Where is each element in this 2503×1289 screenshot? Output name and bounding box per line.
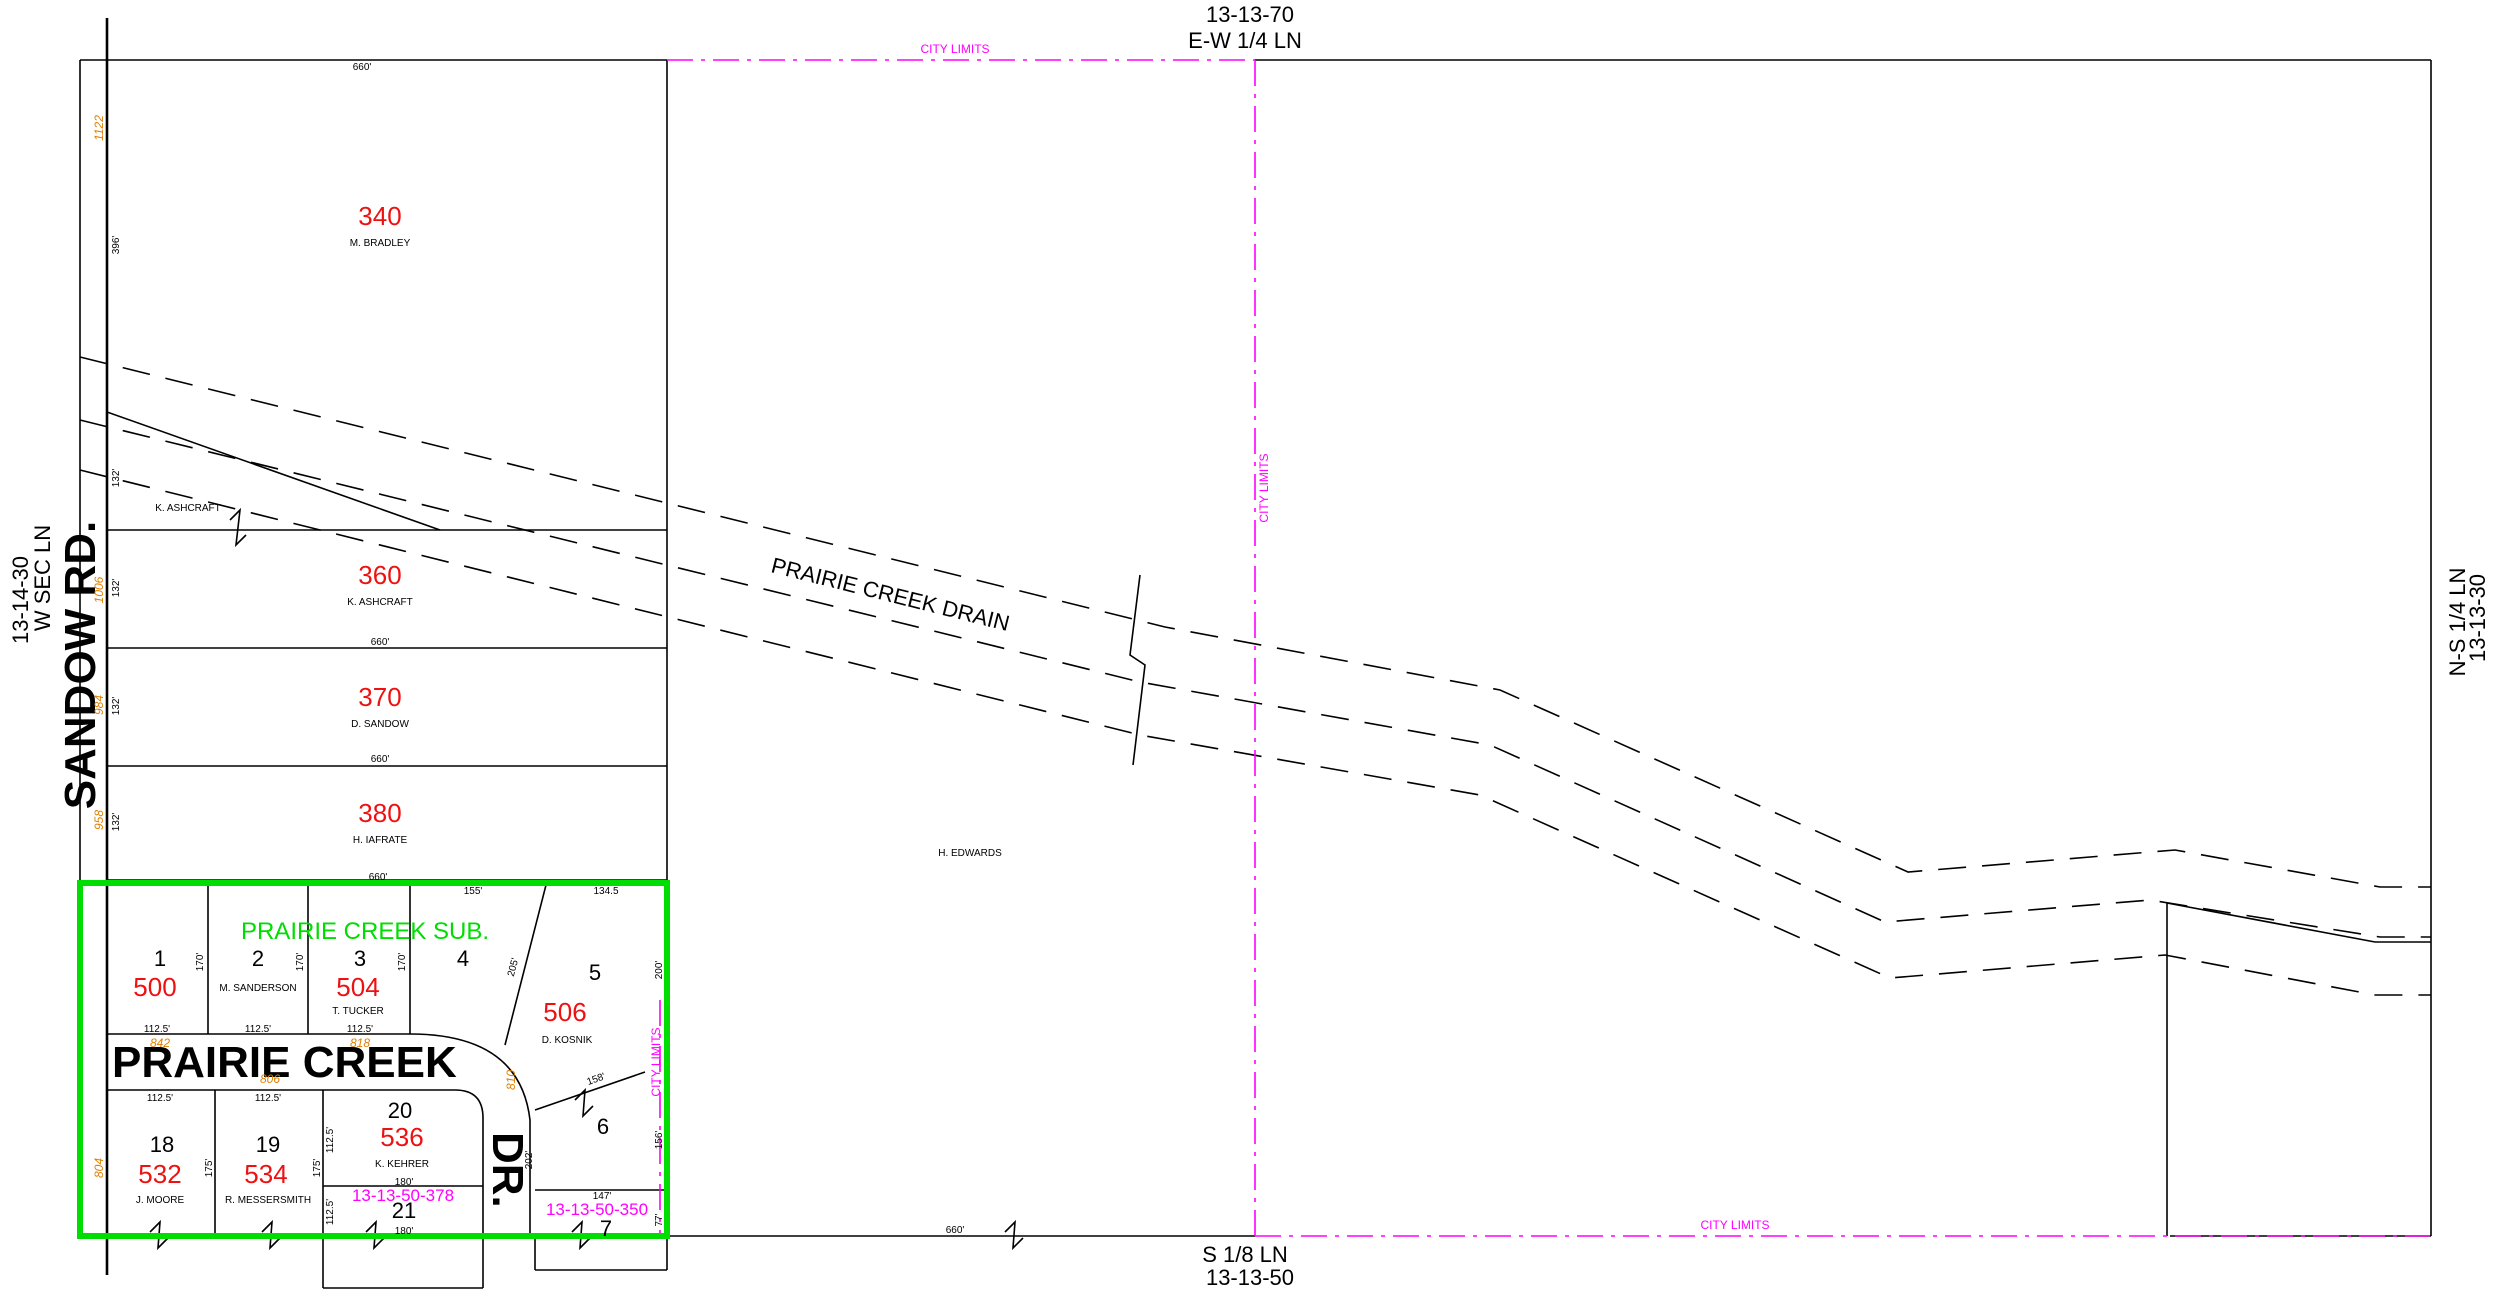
- lot-18: 18: [150, 1132, 174, 1157]
- dim-132-b: 132': [111, 579, 122, 598]
- lot-1: 1: [154, 946, 166, 971]
- parcel-536-number: 536: [380, 1122, 423, 1152]
- addr-806: 806: [260, 1072, 280, 1086]
- addr-818: 818: [350, 1036, 370, 1050]
- parcel-532-owner: J. MOORE: [136, 1195, 185, 1206]
- dim-112-5-f: 112.5': [325, 1127, 336, 1153]
- dim-134-5: 134.5: [593, 886, 618, 897]
- parcel-360-owner: K. ASHCRAFT: [347, 597, 413, 608]
- parcel-500-number: 500: [133, 972, 176, 1002]
- parcel-ashcraft-owner: K. ASHCRAFT: [155, 503, 221, 514]
- dim-147: 147': [593, 1191, 612, 1202]
- right-code: 13-13-30: [2465, 574, 2490, 662]
- dim-660-360: 660': [371, 637, 390, 648]
- parcel-360-number: 360: [358, 560, 401, 590]
- addr-1122: 1122: [92, 115, 106, 141]
- drain-label: PRAIRIE CREEK DRAIN: [769, 553, 1012, 636]
- dim-175-a: 175': [204, 1159, 215, 1178]
- left-label: W SEC LN: [30, 525, 55, 631]
- dim-77: 77': [654, 1213, 665, 1226]
- parcel-340-number: 340: [358, 201, 401, 231]
- dim-112-5-b: 112.5': [245, 1024, 271, 1035]
- subdivision-label: PRAIRIE CREEK SUB.: [241, 918, 489, 945]
- city-limits-sub: CITY LIMITS: [649, 1027, 663, 1096]
- parcel-370-number: 370: [358, 682, 401, 712]
- dim-156: 156': [654, 1131, 665, 1150]
- prairie-creek-road-label: PRAIRIE CREEK: [112, 1038, 457, 1087]
- dim-200: 200': [654, 961, 665, 980]
- dim-660-bottom: 660': [946, 1225, 965, 1236]
- lot-6: 6: [597, 1114, 609, 1139]
- lot-3: 3: [354, 946, 366, 971]
- parcel-504-number: 504: [336, 972, 379, 1002]
- addr-804: 804: [92, 1158, 106, 1178]
- dim-205: 205': [506, 957, 521, 978]
- parcel-532-number: 532: [138, 1159, 181, 1189]
- parcel-370-owner: D. SANDOW: [351, 719, 409, 730]
- top-label: E-W 1/4 LN: [1188, 28, 1302, 53]
- city-limits-top: CITY LIMITS: [920, 42, 989, 56]
- lot-21: 21: [392, 1198, 416, 1223]
- lot-5: 5: [589, 960, 601, 985]
- dim-132-c: 132': [111, 697, 122, 716]
- dim-132-d: 132': [111, 813, 122, 832]
- dim-180-b: 180': [395, 1226, 414, 1237]
- code-378: 13-13-50-378: [352, 1186, 454, 1205]
- parcel-380-owner: H. IAFRATE: [353, 835, 408, 846]
- lot-19: 19: [256, 1132, 280, 1157]
- drain-lines: [79, 356, 2431, 996]
- bottom-label: S 1/8 LN: [1202, 1242, 1288, 1267]
- parcel-506-owner: D. KOSNIK: [542, 1035, 593, 1046]
- subdivision-boundary: [77, 880, 670, 1239]
- lot-20: 20: [388, 1098, 412, 1123]
- dim-202: 202': [524, 1151, 535, 1170]
- dimension-labels: 660' 396' 132' 132' 660' 132' 660' 132' …: [111, 62, 964, 1237]
- parcel-536-owner: K. KEHRER: [375, 1159, 429, 1170]
- dim-660-370: 660': [371, 754, 390, 765]
- lot-2: 2: [252, 946, 264, 971]
- dim-180-a: 180': [395, 1177, 414, 1188]
- addr-958: 958: [92, 810, 106, 830]
- parcel-edwards-owner: H. EDWARDS: [938, 848, 1002, 859]
- dim-112-5-c: 112.5': [347, 1024, 373, 1035]
- dim-132-a: 132': [111, 469, 122, 488]
- addr-842: 842: [150, 1036, 170, 1050]
- parcel-534-number: 534: [244, 1159, 287, 1189]
- top-code: 13-13-70: [1206, 2, 1294, 27]
- lot-4: 4: [457, 946, 469, 971]
- dim-155: 155': [464, 886, 483, 897]
- city-limits-bottom: CITY LIMITS: [1700, 1218, 1769, 1232]
- addr-1006: 1006: [92, 576, 106, 603]
- parcel-502-owner: M. SANDERSON: [219, 983, 296, 994]
- dim-175-b: 175': [312, 1159, 323, 1178]
- parcel-534-owner: R. MESSERSMITH: [225, 1195, 311, 1206]
- code-350: 13-13-50-350: [546, 1200, 648, 1219]
- drive-label: DR.: [483, 1132, 532, 1208]
- city-limits-mid: CITY LIMITS: [1257, 453, 1271, 522]
- addr-984: 984: [92, 695, 106, 715]
- dim-112-5-g: 112.5': [325, 1199, 336, 1225]
- city-limits-lines: [659, 59, 2430, 1237]
- parcel-340-owner: M. BRADLEY: [350, 238, 411, 249]
- dim-112-5-a: 112.5': [144, 1024, 170, 1035]
- left-code: 13-14-30: [8, 556, 33, 644]
- dim-112-5-e: 112.5': [255, 1093, 281, 1104]
- parcel-380-number: 380: [358, 798, 401, 828]
- dim-660-top: 660': [353, 62, 372, 73]
- dim-170-b: 170': [295, 953, 306, 972]
- bottom-code: 13-13-50: [1206, 1265, 1294, 1289]
- dim-660-380: 660': [369, 872, 388, 883]
- lot-7: 7: [600, 1216, 612, 1241]
- address-labels: 1122 1006 984 958 804 842 806 818 810: [92, 115, 518, 1178]
- dim-112-5-d: 112.5': [147, 1093, 173, 1104]
- dim-170-a: 170': [195, 953, 206, 972]
- dim-396: 396': [111, 236, 122, 255]
- dim-170-c: 170': [397, 953, 408, 972]
- parcel-506-number: 506: [543, 997, 586, 1027]
- parcel-504-owner: T. TUCKER: [332, 1006, 384, 1017]
- sandow-road-label: SANDOW RD.: [56, 521, 105, 809]
- addr-810: 810: [504, 1070, 518, 1090]
- right-label: N-S 1/4 LN: [2445, 568, 2470, 677]
